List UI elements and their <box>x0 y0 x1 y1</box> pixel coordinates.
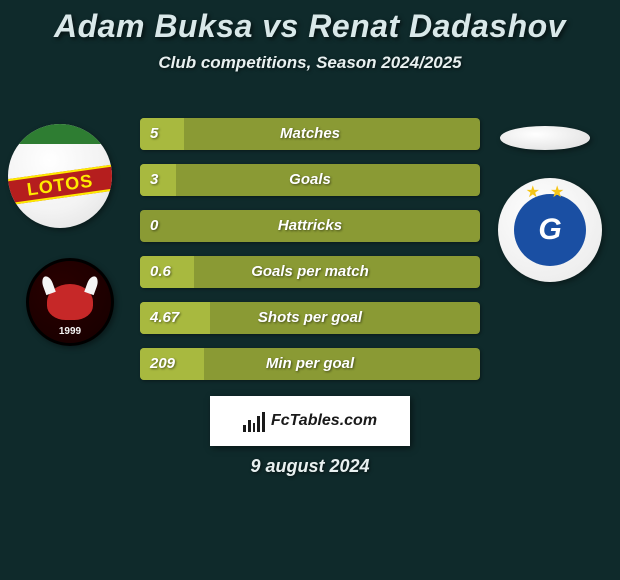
club-badge-right-2: ★★ G <box>498 178 602 282</box>
stat-label: Goals per match <box>140 256 480 288</box>
brand-text: FcTables.com <box>271 412 377 430</box>
subtitle: Club competitions, Season 2024/2025 <box>0 53 620 73</box>
brand-pre: Fc <box>271 412 290 429</box>
stat-left-value: 4.67 <box>150 302 179 334</box>
stat-label: Min per goal <box>140 348 480 380</box>
badge-stripe <box>8 124 112 144</box>
stat-left-value: 209 <box>150 348 175 380</box>
badge-year: 1999 <box>29 326 111 337</box>
stat-label: Hattricks <box>140 210 480 242</box>
stat-left-value: 0 <box>150 210 158 242</box>
stat-label: Shots per goal <box>140 302 480 334</box>
comparison-card: Adam Buksa vs Renat Dadashov Club compet… <box>0 0 620 580</box>
date-text: 9 august 2024 <box>0 456 620 477</box>
stat-bar: Shots per goal4.67 <box>140 302 480 334</box>
badge-band: LOTOS <box>8 163 112 206</box>
badge-stars-icon: ★★ <box>498 182 602 202</box>
stat-bar: Goals3 <box>140 164 480 196</box>
brand-footer: FcTables.com <box>210 396 410 446</box>
stat-left-value: 3 <box>150 164 158 196</box>
stat-left-value: 5 <box>150 118 158 150</box>
stat-bar: Matches5 <box>140 118 480 150</box>
stat-bar: Goals per match0.6 <box>140 256 480 288</box>
club-badge-left-2: 1999 <box>26 258 114 346</box>
brand-post: Tables.com <box>290 412 377 429</box>
badge-bull-icon <box>47 284 93 320</box>
title: Adam Buksa vs Renat Dadashov <box>0 8 620 45</box>
stat-bar: Hattricks0 <box>140 210 480 242</box>
stat-bar: Min per goal209 <box>140 348 480 380</box>
stat-label: Matches <box>140 118 480 150</box>
club-badge-left-1: LOTOS <box>8 124 112 228</box>
stat-left-value: 0.6 <box>150 256 171 288</box>
bars-icon <box>243 410 265 432</box>
badge-monogram: G <box>514 194 586 266</box>
stat-row: Min per goal209 <box>0 348 620 380</box>
badge-band-text: LOTOS <box>26 170 95 200</box>
club-badge-right-1 <box>500 126 590 150</box>
stat-label: Goals <box>140 164 480 196</box>
